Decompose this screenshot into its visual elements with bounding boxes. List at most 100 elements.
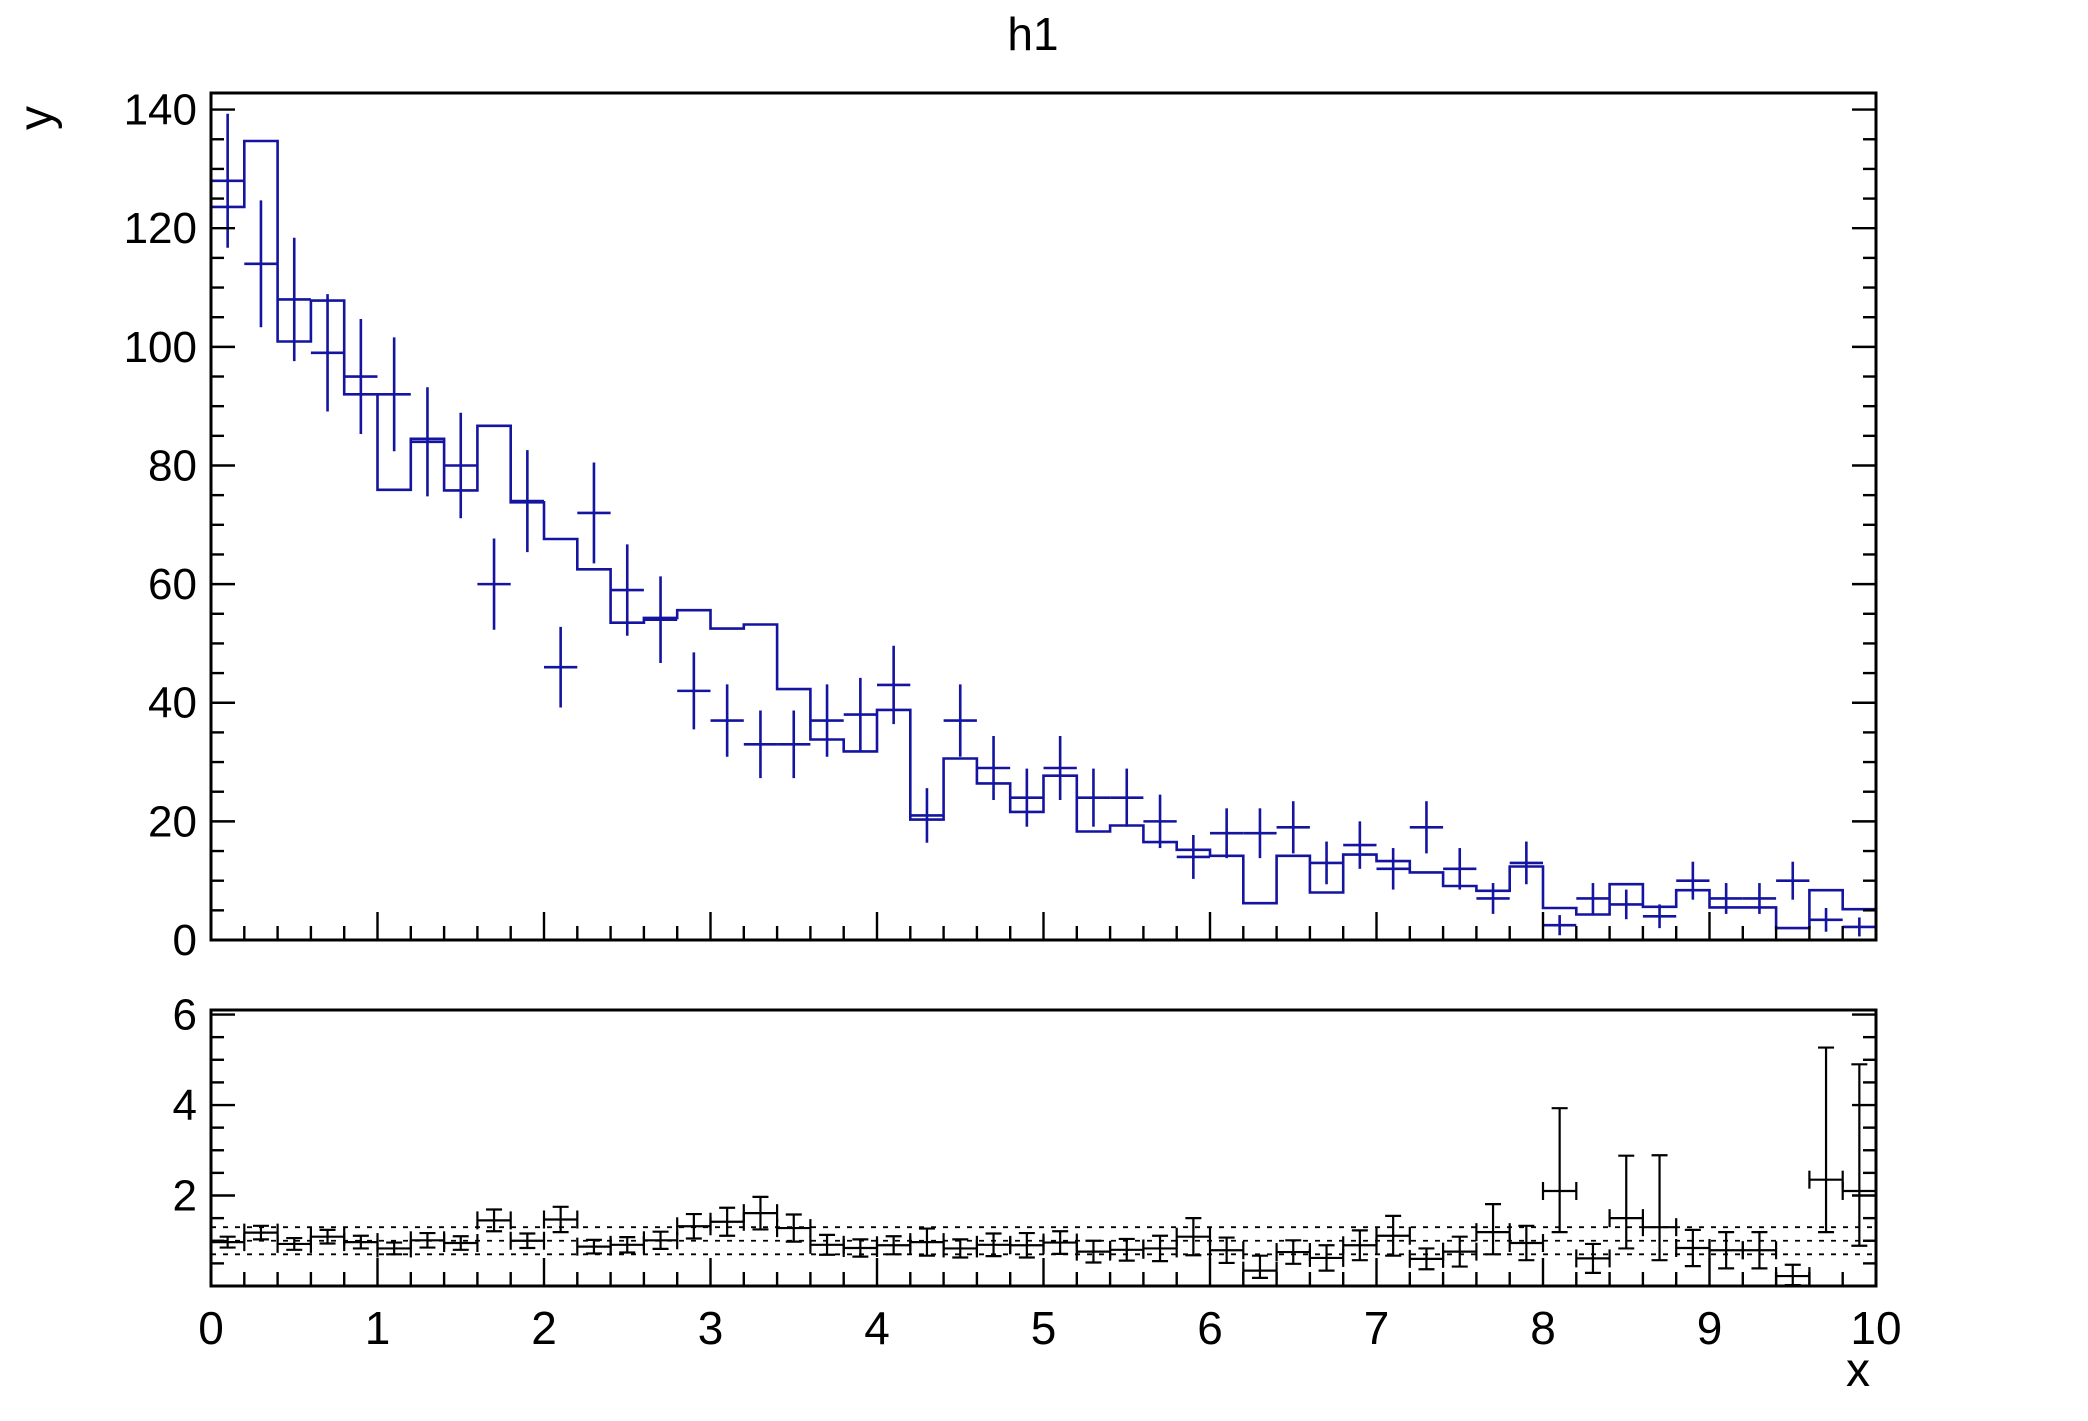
data-point-marker: [1010, 768, 1044, 827]
x-tick-label: 7: [1364, 1302, 1390, 1354]
ratio-point: [1175, 1217, 1212, 1257]
data-point-marker: [510, 450, 544, 553]
ratio-point: [1375, 1214, 1411, 1257]
data-point-marker: [1676, 861, 1710, 900]
data-point-marker: [710, 684, 744, 757]
data-point-marker: [1809, 907, 1843, 932]
plot-title: h1: [1007, 8, 1058, 60]
data-point-marker: [344, 318, 378, 435]
y-axis-title: y: [10, 106, 63, 130]
data-point-marker: [1409, 801, 1444, 854]
ratio-point: [1475, 1203, 1511, 1256]
ratio-point: [1009, 1231, 1045, 1259]
ratio-point: [276, 1234, 312, 1253]
ratio-point: [775, 1213, 812, 1243]
x-tick-label: 8: [1530, 1302, 1556, 1354]
ratio-point: [1774, 1263, 1811, 1287]
x-tick-label: 5: [1031, 1302, 1057, 1354]
x-tick-label: 2: [531, 1302, 557, 1354]
x-tick-label: 9: [1697, 1302, 1723, 1354]
main-y-tick-label: 100: [124, 323, 197, 372]
data-point-marker: [1842, 917, 1876, 937]
data-point-marker: [277, 237, 311, 362]
ratio-point: [742, 1195, 779, 1231]
data-point-marker: [377, 337, 411, 452]
ratio-point: [709, 1206, 745, 1237]
data-point-marker: [1609, 889, 1643, 920]
ratio-point: [1242, 1254, 1278, 1280]
data-point-marker: [1576, 883, 1610, 914]
main-y-tick-label: 0: [173, 916, 197, 965]
x-axis-title: x: [1846, 1344, 1870, 1397]
ratio-point: [1275, 1239, 1312, 1265]
data-point-marker: [1742, 883, 1777, 914]
ratio-point: [1142, 1234, 1178, 1263]
data-point-marker: [743, 710, 778, 779]
ratio-point: [1708, 1231, 1744, 1270]
data-point-marker: [1176, 835, 1210, 879]
ratio-point: [1608, 1154, 1645, 1250]
ratio-point: [1441, 1235, 1478, 1268]
ratio-point: [1575, 1242, 1611, 1274]
ratio-point: [1508, 1224, 1545, 1262]
data-point-marker: [1543, 915, 1577, 936]
ratio-point: [676, 1212, 712, 1240]
ratio-point: [642, 1230, 679, 1250]
ratio-y-tick-label: 6: [173, 991, 197, 1040]
ratio-point: [542, 1205, 579, 1234]
data-point-marker: [1343, 821, 1377, 869]
x-tick-label: 1: [365, 1302, 391, 1354]
ratio-point: [975, 1232, 1012, 1258]
x-tick-label: 10: [1850, 1302, 1901, 1354]
data-point-marker: [843, 677, 877, 752]
ratio-point: [409, 1231, 446, 1250]
data-point-marker: [1509, 841, 1543, 885]
data-point-marker: [1210, 808, 1244, 859]
ratio-point: [1342, 1229, 1378, 1262]
ratio-point: [609, 1235, 646, 1254]
data-point-marker: [1143, 794, 1177, 849]
data-point-marker: [1376, 848, 1410, 890]
ratio-point: [443, 1234, 479, 1253]
ratio-point: [1741, 1231, 1778, 1270]
data-point-marker: [577, 462, 611, 564]
data-point-marker: [477, 538, 511, 630]
x-tick-label: 0: [198, 1302, 224, 1354]
data-point-marker: [976, 735, 1011, 801]
ratio-point: [476, 1208, 512, 1233]
data-point-marker: [1776, 861, 1810, 900]
data-point-marker: [810, 684, 844, 757]
data-point-marker: [610, 544, 644, 636]
data-point-marker: [1276, 801, 1310, 854]
data-point-marker: [910, 788, 944, 843]
data-point-marker: [1476, 883, 1510, 914]
data-point-marker: [544, 626, 578, 708]
ratio-y-tick-label: 2: [173, 1172, 197, 1221]
panel-frames: [209, 91, 1878, 1288]
ratio-point: [909, 1227, 945, 1257]
data-point-marker: [410, 387, 445, 497]
ratio-point: [309, 1227, 346, 1246]
data-point-marker: [1642, 904, 1677, 929]
main-y-tick-label: 80: [148, 441, 197, 490]
data-point-marker: [211, 113, 245, 248]
ratio-y-tick-label: 4: [173, 1081, 197, 1130]
ratio-point: [1408, 1247, 1445, 1271]
data-point-marker: [677, 652, 711, 730]
axis-ticks: [209, 108, 1878, 1288]
data-point-marker: [777, 710, 811, 779]
data-point-marker: [1443, 848, 1477, 890]
ratio-point: [809, 1233, 845, 1256]
main-y-tick-label: 120: [124, 204, 197, 253]
main-y-tick-label: 140: [124, 86, 197, 135]
ratio-point: [1075, 1239, 1112, 1264]
x-tick-label: 3: [698, 1302, 724, 1354]
ratio-point: [576, 1237, 612, 1256]
data-point-marker: [1309, 841, 1344, 885]
data-point-marker: [643, 576, 678, 664]
data-point-marker: [1243, 808, 1277, 859]
main-y-tick-label: 40: [148, 679, 197, 728]
